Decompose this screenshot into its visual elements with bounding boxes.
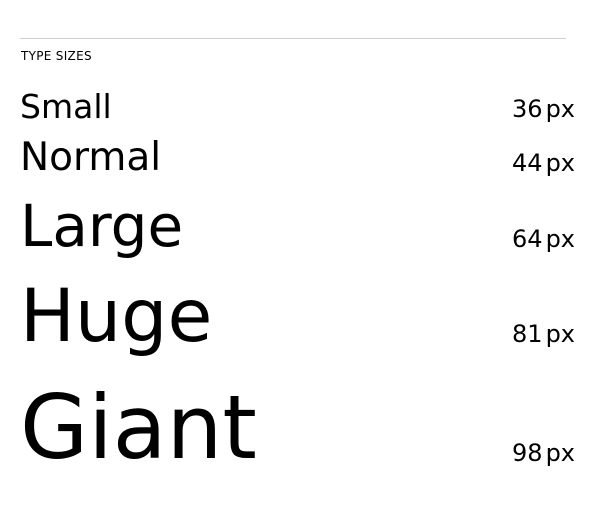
type-sample-huge: Huge bbox=[20, 274, 213, 359]
size-unit: px bbox=[545, 95, 575, 123]
type-sample-large: Large bbox=[20, 192, 184, 260]
size-number: 44 bbox=[512, 149, 543, 177]
size-number: 98 bbox=[512, 439, 543, 467]
section-divider bbox=[20, 38, 566, 39]
type-size-value-large: 64 px bbox=[512, 227, 575, 251]
type-size-value-huge: 81 px bbox=[512, 322, 575, 346]
type-sample-normal: Normal bbox=[20, 135, 162, 180]
size-number: 36 bbox=[512, 95, 543, 123]
size-unit: px bbox=[545, 439, 575, 467]
size-unit: px bbox=[545, 225, 575, 253]
type-size-value-normal: 44 px bbox=[512, 151, 575, 175]
size-number: 64 bbox=[512, 225, 543, 253]
type-sample-giant: Giant bbox=[20, 376, 257, 479]
size-unit: px bbox=[545, 149, 575, 177]
size-unit: px bbox=[545, 320, 575, 348]
type-sample-small: Small bbox=[20, 87, 112, 126]
section-title: TYPE SIZES bbox=[21, 49, 92, 63]
type-size-value-small: 36 px bbox=[512, 97, 575, 121]
type-size-value-giant: 98 px bbox=[512, 441, 575, 465]
size-number: 81 bbox=[512, 320, 543, 348]
